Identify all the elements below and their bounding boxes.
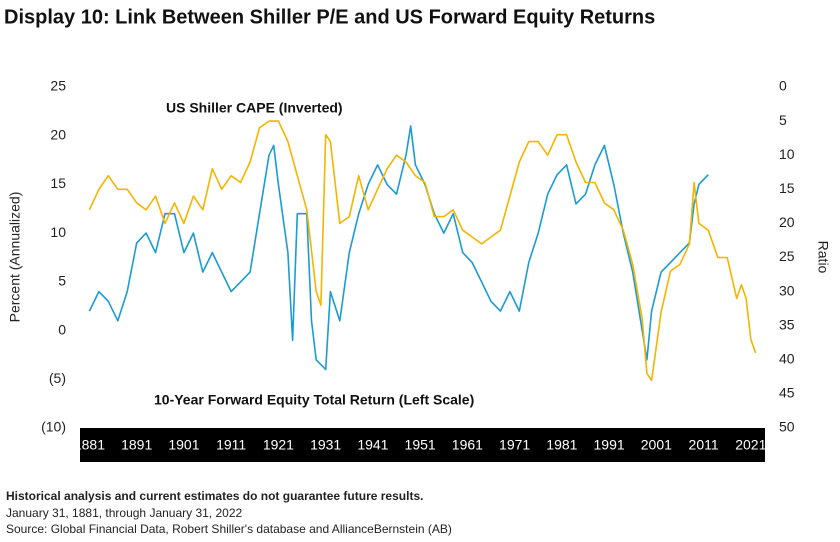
x-tick-label: 2011 xyxy=(689,437,719,453)
y-tick-label: 10 xyxy=(50,224,66,240)
y2-tick-label: 10 xyxy=(779,146,795,162)
x-tick-label: 1881 xyxy=(74,437,105,453)
y-tick-label: 20 xyxy=(50,126,66,142)
y-tick-label: (10) xyxy=(41,419,66,435)
data-line xyxy=(88,125,709,371)
note: January 31, 1881, through January 31, 20… xyxy=(6,506,243,520)
y2-tick-label: 5 xyxy=(779,112,787,128)
y-tick-label: 5 xyxy=(58,273,66,289)
x-tick-label: 1921 xyxy=(263,437,294,453)
annotation: US Shiller CAPE (Inverted) xyxy=(166,100,343,116)
y-tick-label: 15 xyxy=(50,175,66,191)
x-tick-label: 1981 xyxy=(546,437,577,453)
x-tick-label: 2001 xyxy=(641,437,672,453)
y2-tick-label: 30 xyxy=(779,282,795,298)
x-tick-label: 1901 xyxy=(168,437,199,453)
x-tick-label: 1891 xyxy=(121,437,152,453)
x-tick-label: 1911 xyxy=(216,437,246,453)
y-axis-label: Percent (Annualized) xyxy=(7,192,23,323)
x-tick-label: 1931 xyxy=(310,437,341,453)
x-tick-label: 1951 xyxy=(405,437,436,453)
y2-tick-label: 15 xyxy=(779,180,795,196)
note: Historical analysis and current estimate… xyxy=(6,489,423,503)
y2-axis-label: Ratio xyxy=(815,241,831,274)
y2-tick-label: 25 xyxy=(779,248,795,264)
y2-tick-label: 0 xyxy=(779,78,787,94)
x-tick-label: 1971 xyxy=(499,437,530,453)
y-tick-label: 25 xyxy=(50,78,66,94)
x-tick-label: 1991 xyxy=(594,437,625,453)
data-line xyxy=(88,120,757,382)
y2-tick-label: 20 xyxy=(779,214,795,230)
x-axis-band xyxy=(80,428,765,462)
chart-title: Display 10: Link Between Shiller P/E and… xyxy=(4,6,655,28)
y-tick-label: 0 xyxy=(58,321,66,337)
y2-tick-label: 50 xyxy=(779,419,795,435)
annotation: 10-Year Forward Equity Total Return (Lef… xyxy=(154,392,474,408)
x-tick-label: 2021 xyxy=(735,437,766,453)
x-tick-label: 1961 xyxy=(452,437,483,453)
y2-tick-label: 45 xyxy=(779,385,795,401)
x-tick-label: 1941 xyxy=(357,437,388,453)
y2-tick-label: 40 xyxy=(779,351,795,367)
y2-tick-label: 35 xyxy=(779,316,795,332)
y-tick-label: (5) xyxy=(49,370,66,386)
note: Source: Global Financial Data, Robert Sh… xyxy=(6,522,452,536)
